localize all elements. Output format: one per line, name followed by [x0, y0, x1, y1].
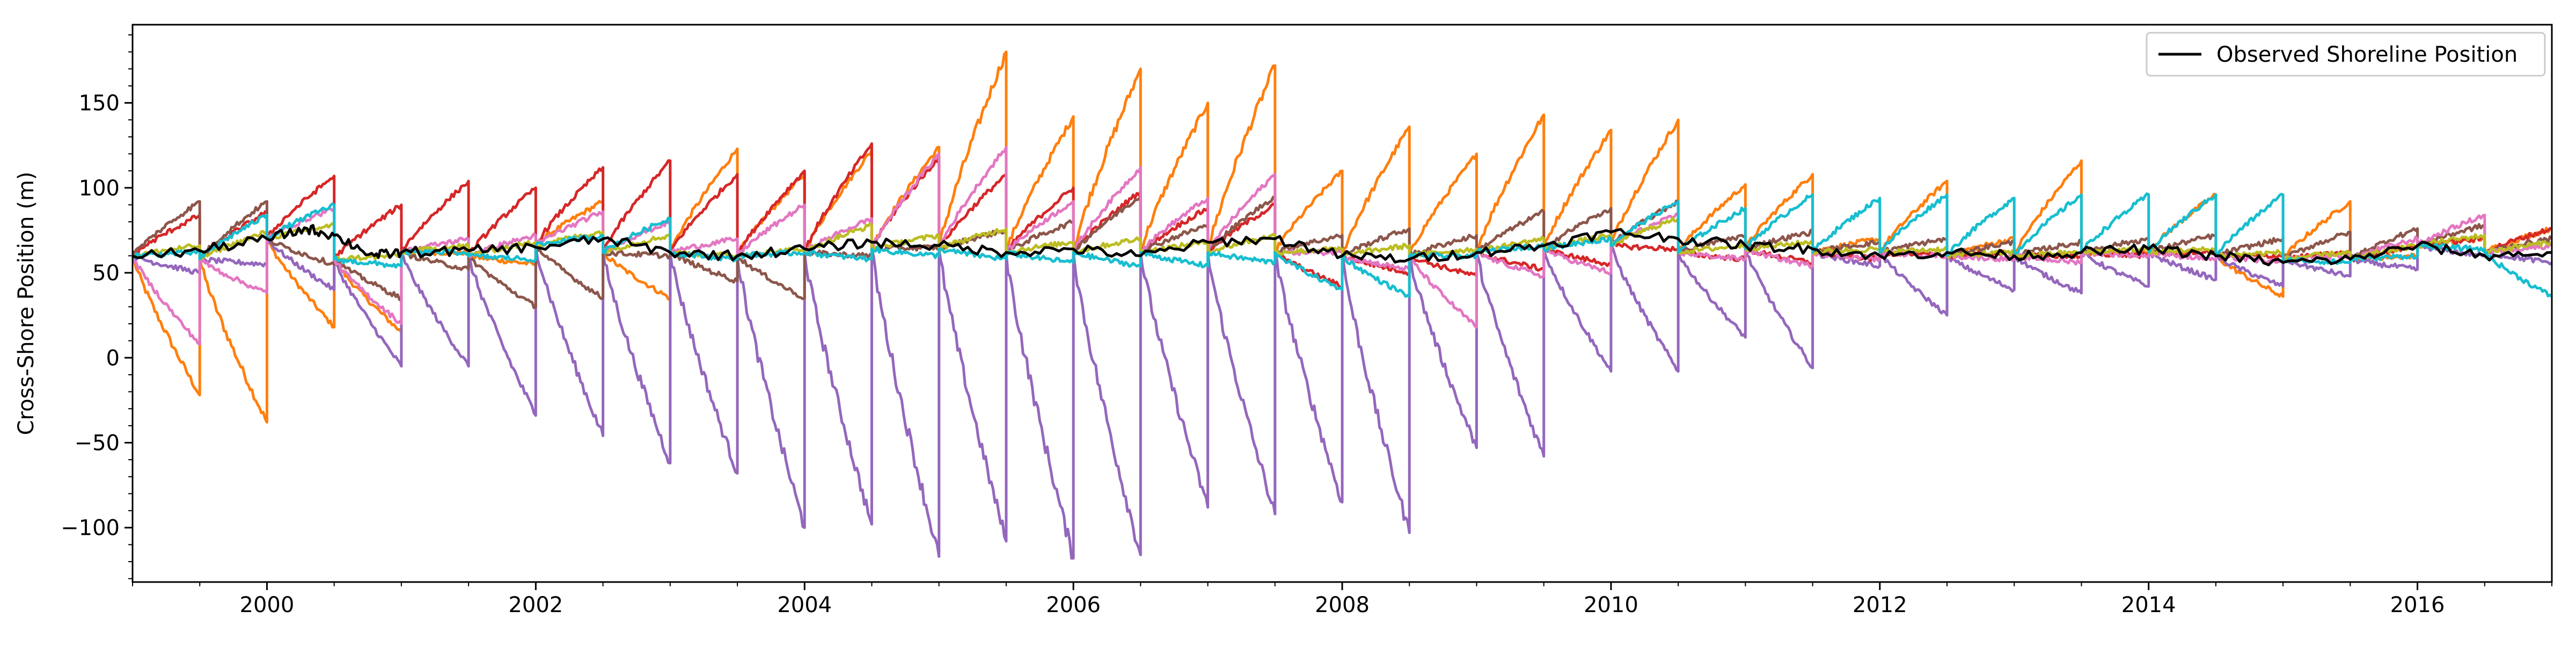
x-tick-label: 2010 [1584, 593, 1638, 617]
x-tick-label: 2008 [1315, 593, 1370, 617]
legend: Observed Shoreline Position [2146, 32, 2546, 77]
x-tick-label: 2000 [240, 593, 295, 617]
legend-box [2146, 32, 2546, 77]
x-tick-label: 2014 [2121, 593, 2176, 617]
y-tick-label: 150 [79, 91, 120, 116]
observed-shoreline-line [133, 224, 2552, 266]
x-tick-label: 2016 [2390, 593, 2445, 617]
axes-layer: 2000 2002 2004 2006 2008 2010 2012 2014 2016 −100… [61, 24, 2553, 617]
x-tick-label: 2004 [777, 593, 832, 617]
y-tick-label: −100 [61, 516, 120, 541]
legend-label: Observed Shoreline Position [2216, 42, 2518, 67]
y-tick-label: −50 [75, 431, 120, 456]
y-tick-label: 0 [106, 346, 120, 370]
y-tick-label: 50 [92, 261, 120, 286]
observed-layer [133, 224, 2552, 266]
x-tick-label: 2006 [1046, 593, 1101, 617]
y-tick-label: 100 [79, 176, 120, 201]
series-layer [133, 50, 2552, 560]
x-tick-label: 2012 [1853, 593, 1907, 617]
x-tick-label: 2002 [508, 593, 563, 617]
y-axis-label: Cross-Shore Position (m) [14, 172, 39, 435]
